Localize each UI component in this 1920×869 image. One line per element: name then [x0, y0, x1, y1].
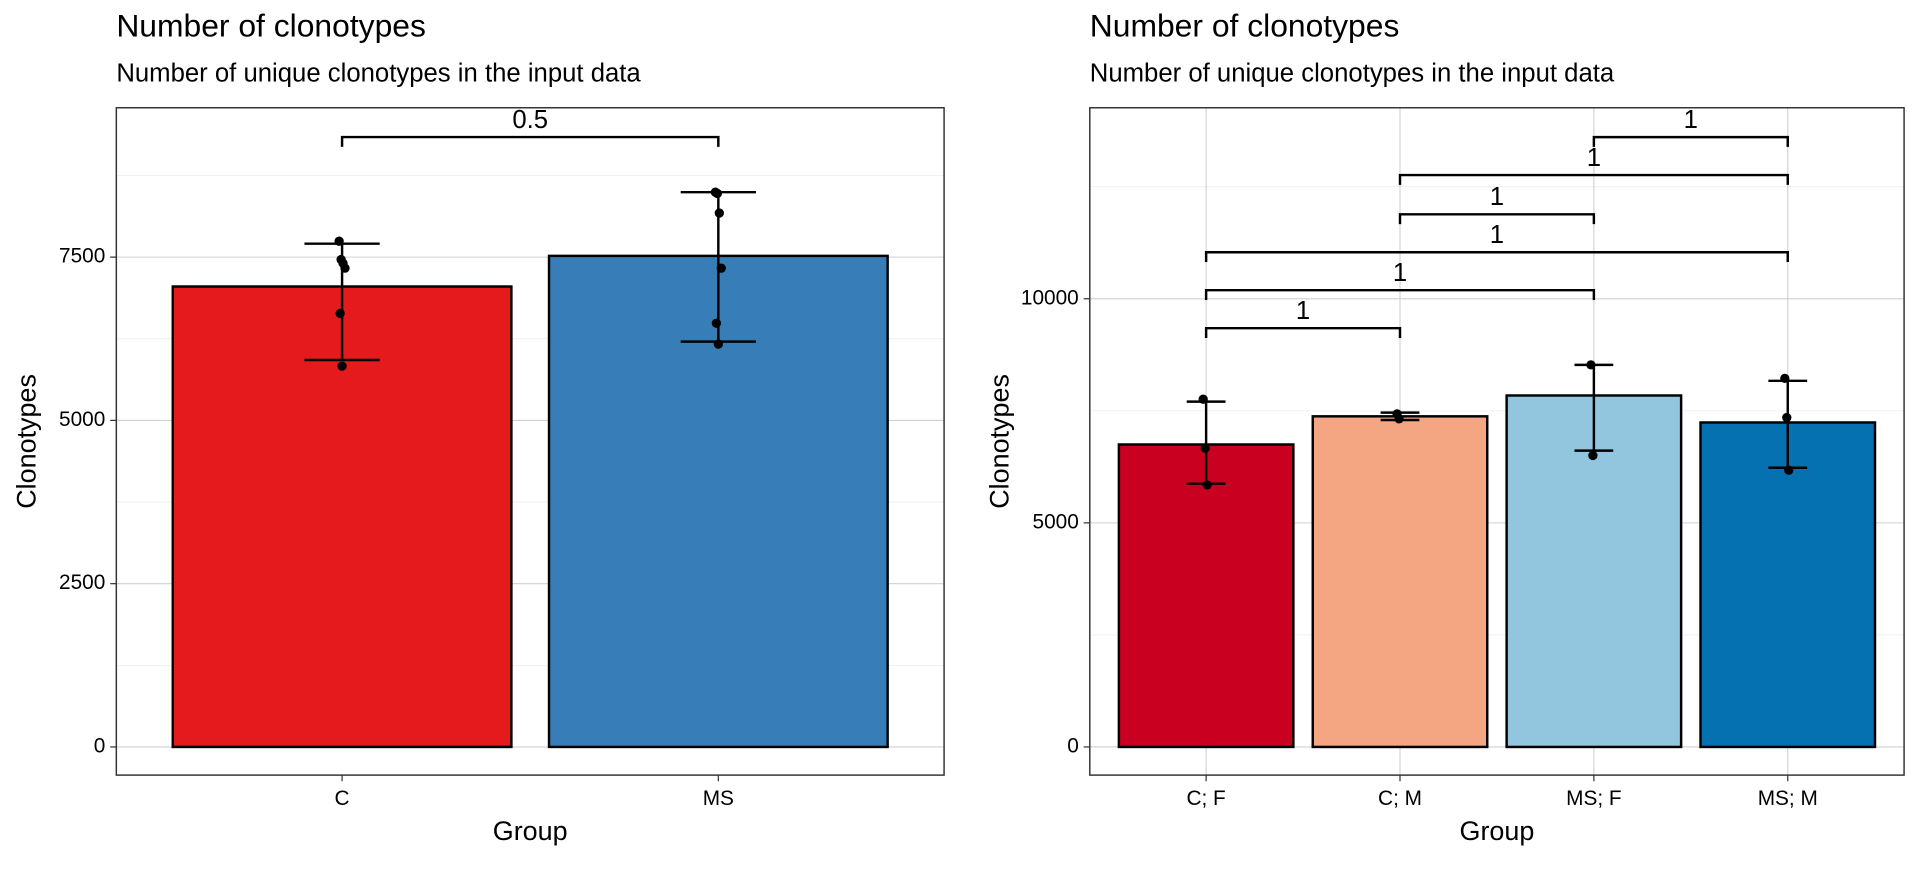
- data-point: [712, 188, 723, 199]
- significance-bracket: [1204, 288, 1596, 301]
- significance-bracket: [1204, 326, 1402, 338]
- significance-bracket: [1204, 251, 1789, 263]
- panel-border: [1089, 107, 1905, 776]
- significance-bracket: [1398, 213, 1596, 225]
- data-point: [334, 236, 344, 246]
- x-axis-title: Group: [493, 816, 568, 846]
- significance-label: 0.5: [512, 106, 548, 134]
- data-point: [1394, 414, 1404, 424]
- x-tick-label: C: [335, 787, 350, 810]
- data-point: [335, 308, 345, 319]
- y-axis-title: Clonotypes: [11, 374, 41, 509]
- significance-bracket: [1592, 135, 1789, 147]
- significance-label: 1: [1490, 183, 1504, 211]
- data-point: [1588, 450, 1598, 461]
- x-axis-title: Group: [1460, 816, 1535, 846]
- x-tick-label: MS: [703, 787, 734, 810]
- y-tick-label: 0: [94, 734, 106, 757]
- y-tick-label: 0: [1067, 734, 1079, 757]
- significance-label: 1: [1393, 259, 1407, 287]
- chart-title: Number of clonotypes: [116, 8, 426, 44]
- y-tick-label: 2500: [59, 571, 105, 594]
- chart-subtitle: Number of unique clonotypes in the input…: [116, 59, 641, 87]
- chart-subtitle: Number of unique clonotypes in the input…: [1090, 59, 1615, 87]
- data-point: [340, 263, 350, 273]
- significance-label: 1: [1490, 221, 1504, 249]
- data-point: [337, 361, 347, 371]
- x-tick-label: C; F: [1186, 787, 1225, 810]
- data-point: [1202, 480, 1212, 490]
- y-tick-label: 10000: [1021, 286, 1079, 309]
- data-point: [1200, 443, 1210, 453]
- y-axis-title: Clonotypes: [985, 374, 1015, 509]
- data-point: [713, 339, 723, 349]
- x-tick-label: C; M: [1378, 787, 1422, 810]
- y-tick-label: 7500: [59, 245, 105, 268]
- data-point: [1586, 360, 1596, 370]
- y-tick-label: 5000: [59, 408, 105, 431]
- significance-label: 1: [1684, 106, 1698, 134]
- significance-label: 1: [1587, 144, 1601, 172]
- data-point: [714, 208, 724, 218]
- data-point: [711, 318, 722, 328]
- data-point: [1198, 394, 1208, 404]
- bar: [1311, 415, 1489, 749]
- data-point: [1784, 465, 1794, 475]
- data-point: [716, 263, 726, 273]
- data-point: [1780, 373, 1790, 384]
- x-tick-label: MS; F: [1566, 787, 1621, 810]
- data-point: [1782, 412, 1792, 423]
- significance-label: 1: [1296, 297, 1310, 325]
- significance-bracket: [1398, 173, 1789, 185]
- y-tick-label: 5000: [1033, 510, 1079, 533]
- panel-border: [115, 107, 945, 776]
- chart-title: Number of clonotypes: [1090, 8, 1400, 44]
- x-tick-label: MS; M: [1758, 787, 1818, 810]
- significance-bracket: [340, 135, 720, 147]
- bar: [1117, 443, 1295, 749]
